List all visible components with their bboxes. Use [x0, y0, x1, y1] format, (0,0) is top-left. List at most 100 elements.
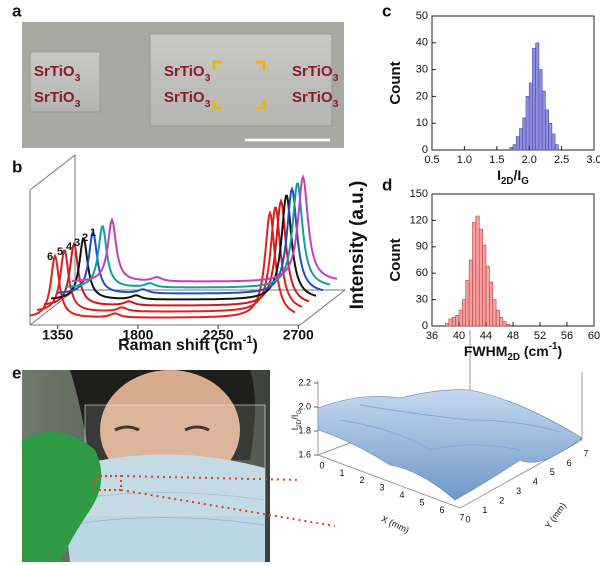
bar [468, 259, 473, 327]
plot-frame [431, 15, 595, 151]
zoom-line [120, 475, 336, 527]
bar [532, 47, 536, 151]
bar [505, 323, 510, 327]
y-tick-label: 0 [422, 320, 428, 332]
panel-label: d [382, 175, 392, 194]
x-tick-label: 60 [588, 330, 600, 342]
surface [317, 389, 583, 501]
x-tick-label: 1.5 [489, 154, 504, 166]
label-part: 3 [205, 72, 211, 84]
y-tick-label: 7 [583, 448, 588, 458]
y-axis-label: Intensity (a.u.) [347, 181, 368, 310]
sample-label: SrTiO3 [34, 89, 81, 110]
curve-label: 5 [57, 246, 63, 258]
label-part: SrTiO [292, 63, 333, 80]
sample-label: SrTiO3 [164, 89, 211, 110]
label-part: SrTiO [34, 63, 75, 80]
y-tick-label: 3 [516, 486, 521, 496]
eyes [114, 425, 210, 432]
label-part: 2D [296, 419, 303, 428]
label-part: ) [253, 337, 258, 354]
bar [465, 279, 470, 327]
z-tick-label: 1.6 [298, 449, 311, 459]
y-tick-label: 1 [482, 505, 487, 515]
panel-label: a [12, 1, 22, 20]
label-part: G [521, 176, 529, 187]
bar [475, 215, 480, 327]
x-tick-label: 48 [507, 330, 519, 342]
x-tick-label: 2.5 [554, 154, 569, 166]
bar [551, 133, 556, 151]
curve-label: 1 [90, 227, 96, 239]
z-tick-label: 2.2 [298, 377, 311, 387]
sample-label: SrTiO3 [292, 89, 339, 110]
z-tick-label: 2.0 [298, 401, 311, 411]
label-part: SrTiO [164, 89, 205, 106]
x-tick-label: 40 [453, 330, 465, 342]
x-tick-label: 1350 [42, 327, 73, 343]
surface-contour [339, 404, 561, 451]
bar [472, 221, 477, 327]
x-tick-label: 4 [399, 490, 404, 500]
label-part: SrTiO [34, 89, 75, 106]
x-tick-label: 2.0 [522, 154, 537, 166]
x-tick-label: 1800 [122, 327, 153, 343]
bar [509, 147, 514, 151]
bar [492, 299, 497, 327]
sample-label: SrTiO3 [34, 63, 81, 84]
bar [458, 309, 463, 327]
label-part: -1 [243, 334, 253, 346]
mask [60, 454, 265, 562]
bar [535, 42, 540, 151]
plot-frame [431, 193, 595, 327]
bar [538, 69, 543, 151]
y-tick-label: 60 [416, 267, 428, 279]
x-tick-label: 3 [379, 483, 384, 493]
label-part: /I [290, 415, 300, 420]
bar [541, 90, 546, 151]
graphene-film [84, 404, 266, 516]
x-axis-label: I2D/IG [497, 167, 529, 187]
curve-label: 4 [66, 241, 73, 253]
label-part: ) [557, 343, 562, 359]
bar [548, 122, 553, 151]
bar [528, 82, 533, 151]
y-tick-label: 30 [416, 294, 428, 306]
bar [515, 136, 520, 151]
y-axis-label: Count [387, 238, 404, 281]
x-tick-label: 2700 [283, 327, 314, 343]
bar [554, 144, 559, 151]
y-tick-label: 120 [410, 214, 428, 226]
label-part: (cm [520, 343, 549, 359]
y-tick-label: 20 [416, 90, 428, 102]
y-tick-label: 30 [416, 64, 428, 76]
bar [545, 109, 549, 151]
bar [462, 299, 467, 327]
y-tick-label: 90 [416, 241, 428, 253]
label-part: SrTiO [292, 89, 333, 106]
bar [512, 144, 517, 151]
label-part: Raman shift (cm [118, 337, 242, 354]
label-part: FWHM [464, 343, 508, 359]
label-part: G [296, 410, 303, 415]
spectrum-curve [36, 206, 303, 313]
bar [495, 309, 500, 327]
y-tick-label: 40 [416, 37, 428, 49]
bar [499, 316, 504, 327]
panel-label: e [12, 363, 21, 382]
curve-label: 3 [74, 237, 80, 249]
x-tick-label: 5 [419, 498, 424, 508]
bar [502, 321, 507, 327]
x-tick-label: 1 [339, 468, 344, 478]
label-part: I [497, 167, 501, 183]
x-tick-label: 6 [439, 505, 444, 515]
bar [519, 128, 524, 151]
curve-label: 2 [82, 232, 88, 244]
label-part: SrTiO [164, 63, 205, 80]
label-part: /I [514, 167, 522, 183]
spectrum-curve [71, 174, 338, 283]
plot-box-3d [29, 153, 346, 326]
bar [482, 244, 487, 327]
